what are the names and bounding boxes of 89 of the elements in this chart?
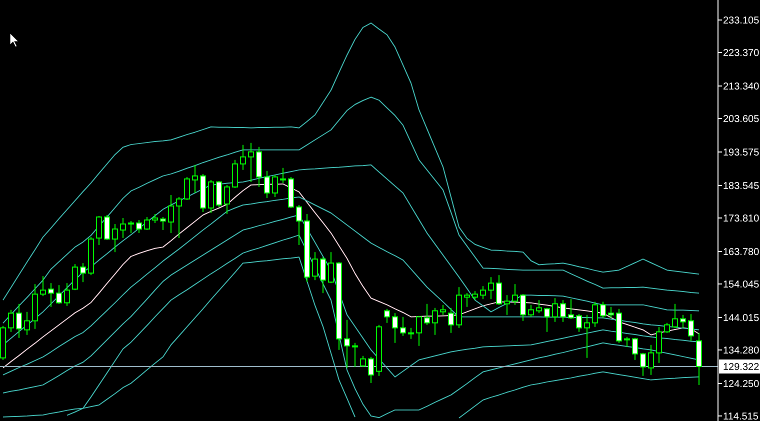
- candlestick: [632, 337, 638, 360]
- candlestick: [16, 303, 22, 338]
- candlestick: [352, 342, 358, 368]
- candlestick: [680, 314, 686, 328]
- y-tick-label: 163.780: [723, 246, 760, 258]
- candlestick: [688, 314, 694, 342]
- candlestick: [8, 309, 14, 332]
- candlestick: [232, 159, 238, 188]
- candlestick: [440, 304, 446, 316]
- candlestick: [640, 352, 646, 376]
- candlestick: [560, 300, 566, 322]
- y-tick-label: 114.515: [723, 411, 759, 421]
- candlestick: [464, 292, 470, 308]
- y-tick-label: 173.810: [723, 213, 760, 224]
- candlestick: [624, 336, 630, 348]
- candlestick: [664, 322, 670, 334]
- candlestick: [24, 311, 30, 336]
- candlestick: [224, 184, 230, 215]
- candlestick: [272, 174, 278, 198]
- candlestick: [648, 344, 654, 376]
- candlestick: [160, 216, 166, 231]
- candlestick: [448, 307, 454, 334]
- candlestick: [168, 194, 174, 234]
- candlestick: [392, 312, 398, 344]
- y-tick-label: 154.045: [723, 279, 760, 290]
- candlestick: [296, 204, 302, 246]
- y-tick-label: 213.340: [723, 82, 760, 93]
- candlestick: [672, 303, 678, 328]
- candlestick: [48, 282, 54, 308]
- candlestick: [400, 316, 406, 336]
- candlestick: [384, 308, 390, 324]
- candlestick: [96, 216, 102, 246]
- candlestick: [136, 220, 142, 234]
- candlestick: [152, 214, 158, 224]
- candlestick: [216, 180, 222, 208]
- candlestick: [312, 252, 318, 281]
- candlestick: [56, 284, 62, 304]
- candlestick: [504, 294, 510, 316]
- candlestick: [544, 307, 550, 332]
- candlestick: [536, 300, 542, 314]
- candlestick: [144, 216, 150, 231]
- y-tick-label: 134.280: [723, 345, 760, 356]
- y-tick-label: 144.015: [723, 312, 760, 324]
- candlestick: [528, 304, 534, 318]
- candlestick: [552, 298, 558, 322]
- candlestick: [184, 176, 190, 200]
- candlestick: [568, 298, 574, 320]
- candlestick: [480, 286, 486, 300]
- y-tick-label: 223.370: [723, 48, 760, 60]
- candlestick: [264, 170, 270, 198]
- y-tick-label: 193.575: [723, 147, 760, 158]
- candlestick: [176, 196, 182, 239]
- candlestick: [360, 355, 366, 368]
- candlestick: [520, 294, 526, 322]
- candlestick: [248, 142, 254, 182]
- candlestick: [512, 284, 518, 306]
- y-tick-label: 233.105: [723, 16, 760, 27]
- candlestick: [280, 167, 286, 184]
- y-tick-label: 183.545: [723, 180, 760, 192]
- candlestick: [432, 307, 438, 336]
- candlestick: [72, 264, 78, 291]
- candlestick: [320, 256, 326, 294]
- candlestick: [368, 356, 374, 384]
- candlestick: [584, 314, 590, 358]
- candlestick: [608, 306, 614, 318]
- ref-line-label: 129.322: [723, 362, 760, 374]
- candlestick: [408, 327, 414, 340]
- candlestick: [112, 224, 118, 253]
- candlestick: [416, 315, 422, 346]
- candlestick: [344, 319, 350, 368]
- candlestick: [600, 301, 606, 318]
- candlestick: [40, 276, 46, 297]
- candlestick: [80, 262, 86, 283]
- candlestick: [488, 276, 494, 300]
- candlestick: [656, 326, 662, 364]
- candlestick: [128, 220, 134, 234]
- candlestick: [192, 164, 198, 194]
- y-tick-label: 203.605: [723, 114, 760, 126]
- candlestick: [120, 218, 126, 239]
- candlestick: [496, 274, 502, 306]
- candlestick: [64, 282, 70, 306]
- candlestick: [424, 303, 430, 326]
- candlestick: [472, 290, 478, 301]
- candlestick: [240, 144, 246, 170]
- y-tick-label: 124.250: [723, 378, 760, 390]
- candlestick: [328, 252, 334, 284]
- candlestick: [104, 214, 110, 241]
- candlestick: [592, 301, 598, 328]
- candlestick: [576, 314, 582, 332]
